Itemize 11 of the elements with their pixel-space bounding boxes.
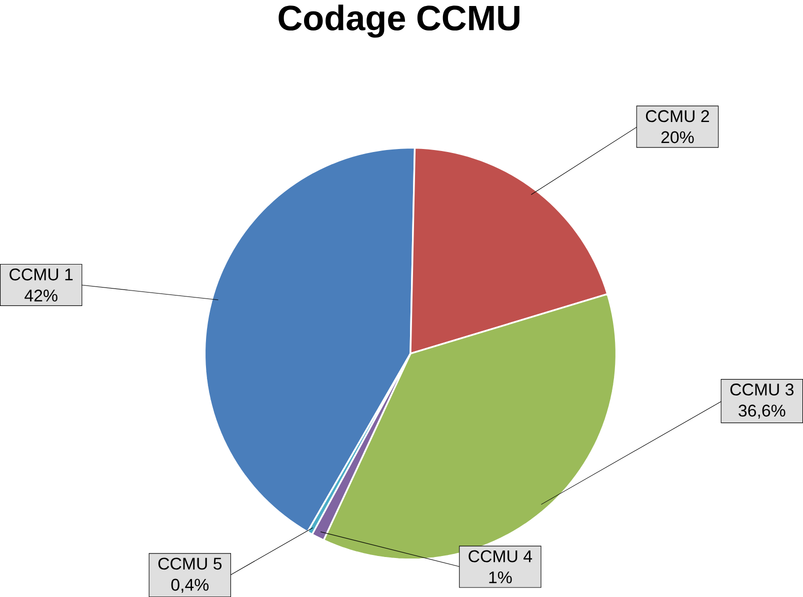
data-label: 36,6% [738,404,786,418]
slice-label: CCMU 4 [468,550,532,562]
chart-title: Codage CCMU [278,4,520,38]
data-label: 1% [489,571,512,584]
data-label: 42% [24,289,58,302]
data-label: 20% [661,131,694,144]
slice-label: CCMU 1 [10,268,73,280]
slice-label: CCMU 2 [646,110,709,122]
slice-label: CCMU 3 [730,383,794,396]
data-label: 0,4% [171,578,209,593]
slice-label: CCMU 5 [158,558,222,570]
